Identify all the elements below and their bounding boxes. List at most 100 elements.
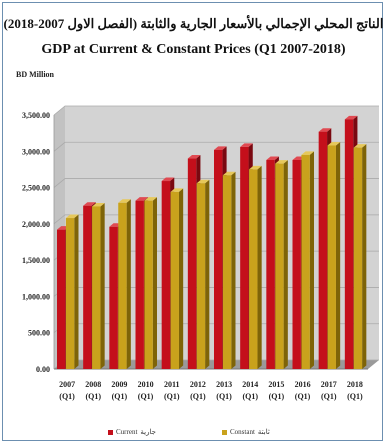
bar-constant-top (275, 160, 288, 164)
bar-current (135, 200, 144, 369)
y-axis-unit-label: BD Million (16, 70, 55, 79)
bar-current (57, 229, 66, 369)
bar-constant-side (205, 179, 210, 369)
bar-constant-side (309, 151, 314, 369)
bar-constant (327, 145, 336, 369)
gridline (53, 105, 379, 116)
bar-current (214, 149, 223, 369)
legend-item-constant: Constant ثابتة (222, 428, 270, 436)
x-tick-sublabel: (Q1) (59, 392, 75, 401)
bar-constant-top (222, 171, 236, 176)
bar-constant-top (327, 141, 341, 146)
x-tick-sublabel: (Q1) (321, 392, 337, 401)
bar-constant-top (144, 197, 157, 201)
x-tick-sublabel: (Q1) (242, 392, 258, 401)
bar-current (240, 146, 249, 369)
bar-current-top (83, 202, 96, 206)
legend-label-current-en: Current (116, 428, 138, 436)
bar-constant (92, 206, 101, 369)
legend-swatch-constant (222, 429, 227, 435)
bar-constant-side (126, 199, 131, 369)
bar-constant-side (362, 144, 367, 369)
y-tick-label: 2,000.00 (22, 220, 50, 229)
bar-current-top (266, 156, 279, 160)
x-tick-label: 2007 (59, 380, 75, 389)
x-tick-label: 2010 (138, 380, 154, 389)
bar-constant-top (301, 151, 314, 155)
x-tick-sublabel: (Q1) (347, 392, 363, 401)
bar-constant (275, 163, 284, 369)
x-tick-label: 2017 (321, 380, 337, 389)
bar-current (344, 119, 354, 370)
bar-constant-side (152, 197, 157, 369)
x-tick-sublabel: (Q1) (164, 392, 180, 401)
bar-constant (196, 183, 206, 369)
x-tick-label: 2008 (85, 380, 101, 389)
bar-constant-top (65, 214, 79, 219)
bar-current-top (161, 177, 175, 182)
bar-constant (144, 200, 153, 369)
x-tick-label: 2011 (164, 380, 180, 389)
x-tick-sublabel: (Q1) (190, 392, 206, 401)
bar-constant-side (283, 160, 288, 369)
bar-constant-top (118, 199, 131, 203)
bar-current (187, 158, 197, 369)
chart-title-arabic: الناتج المحلي الإجمالي بالأسعار الجارية … (3, 16, 384, 31)
x-tick-label: 2018 (347, 380, 363, 389)
bar-current-top (187, 155, 201, 159)
x-tick-sublabel: (Q1) (216, 392, 232, 401)
y-tick-label: 500.00 (28, 329, 50, 338)
bar-current (161, 181, 171, 369)
bar-constant (170, 191, 179, 369)
y-tick-label: 3,000.00 (22, 147, 50, 156)
y-tick-label: 3,500.00 (22, 111, 50, 120)
x-tick-label: 2014 (242, 380, 258, 389)
x-tick-label: 2016 (295, 380, 311, 389)
bar-constant (353, 147, 363, 369)
chart-title-english: GDP at Current & Constant Prices (Q1 200… (41, 42, 346, 57)
gridline (53, 141, 379, 152)
bar-constant (118, 202, 127, 369)
x-tick-sublabel: (Q1) (85, 392, 101, 401)
bar-constant-side (100, 202, 105, 369)
bar-constant-top (196, 179, 210, 184)
bar-constant (222, 175, 232, 369)
x-tick-label: 2012 (190, 380, 206, 389)
y-tick-label: 2,500.00 (22, 184, 50, 193)
bar-constant-side (257, 165, 262, 369)
bar-current-top (214, 146, 227, 150)
y-tick-label: 0.00 (36, 365, 50, 374)
x-tick-label: 2015 (268, 380, 284, 389)
y-tick-label: 1,500.00 (22, 256, 50, 265)
y-tick-label: 1,000.00 (22, 292, 50, 301)
bar-constant (249, 169, 258, 369)
bar-constant-side (178, 188, 184, 369)
x-tick-sublabel: (Q1) (295, 392, 311, 401)
bar-current (109, 226, 118, 369)
legend-label-current-ar: جارية (140, 428, 156, 436)
bar-current-top (318, 128, 332, 132)
bar-current-top (135, 197, 149, 201)
x-tick-label: 2009 (111, 380, 127, 389)
bar-current (318, 131, 328, 369)
bar-constant-side (231, 171, 236, 369)
legend: Current جارية Constant ثابتة (0, 428, 387, 440)
bar-constant-side (74, 214, 79, 369)
bar-constant (301, 154, 310, 369)
legend-item-current: Current جارية (108, 428, 156, 436)
legend-label-constant-ar: ثابتة (257, 428, 270, 436)
bar-current-top (344, 115, 358, 120)
legend-label-constant-en: Constant (230, 428, 255, 436)
x-tick-sublabel: (Q1) (138, 392, 154, 401)
bar-constant-side (335, 141, 341, 369)
x-tick-label: 2013 (216, 380, 232, 389)
bar-current (83, 205, 92, 369)
bar-current-top (240, 143, 253, 147)
bar-current (266, 159, 275, 369)
legend-swatch-current (108, 429, 113, 435)
bar-constant-top (92, 202, 105, 207)
bar-constant (65, 218, 75, 369)
bar-constant-top (170, 188, 184, 192)
x-tick-sublabel: (Q1) (269, 392, 285, 401)
bar-constant-top (353, 144, 367, 148)
